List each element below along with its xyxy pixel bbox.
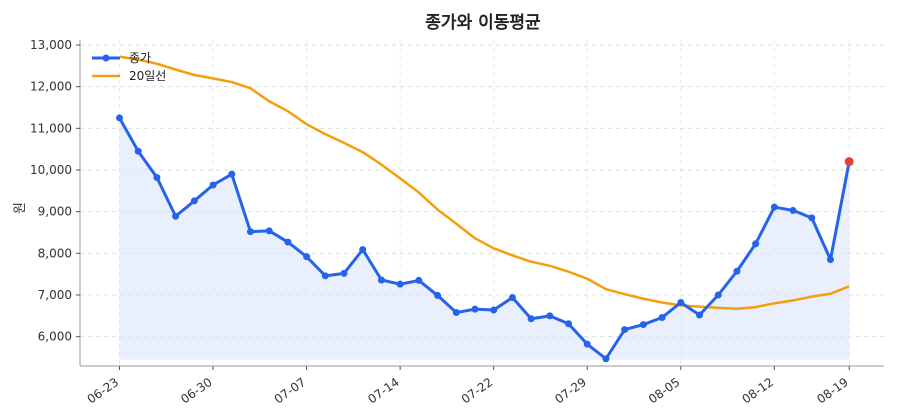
x-tick-label: 06-23 xyxy=(85,375,122,406)
last-close-point xyxy=(844,157,854,167)
series-line-close xyxy=(118,117,851,361)
close-point xyxy=(340,269,348,277)
close-point xyxy=(696,311,704,319)
close-point xyxy=(826,256,834,264)
y-axis-ticks: 6,000 7,000 8,000 9,000 10,000 11,000 12,000 13… xyxy=(30,38,80,344)
close-point xyxy=(714,291,722,299)
close-point xyxy=(396,280,404,288)
x-tick-label: 07-14 xyxy=(365,375,402,406)
close-point xyxy=(452,309,460,316)
close-point xyxy=(752,240,760,248)
legend-label-close: 종가 xyxy=(129,51,151,65)
close-point xyxy=(303,253,311,261)
plot-area xyxy=(116,55,854,363)
y-axis-label: 원 xyxy=(13,202,28,214)
x-tick-label: 07-07 xyxy=(272,375,309,406)
close-point xyxy=(190,197,198,205)
close-point xyxy=(359,246,367,254)
close-point xyxy=(172,212,180,220)
x-tick-label: 08-12 xyxy=(739,375,776,406)
close-point xyxy=(415,276,423,284)
close-point xyxy=(733,267,741,275)
legend: 종가 20일선 xyxy=(92,51,166,83)
close-area-fill xyxy=(119,117,850,360)
close-point xyxy=(377,276,385,284)
x-tick-label: 06-30 xyxy=(178,375,215,406)
close-point xyxy=(527,315,535,323)
axes xyxy=(79,40,884,367)
close-point xyxy=(565,320,573,328)
close-point xyxy=(546,312,554,320)
x-axis-ticks: 06-23 06-30 07-07 07-14 07-22 07-29 08-05 08-12… xyxy=(85,366,851,406)
series-line-ma20 xyxy=(119,55,850,310)
y-tick-label: 11,000 xyxy=(30,121,72,135)
close-point xyxy=(153,174,161,181)
close-point xyxy=(434,291,442,299)
close-point xyxy=(134,147,142,155)
close-point xyxy=(265,227,273,235)
close-point xyxy=(284,238,292,246)
close-point xyxy=(658,314,666,321)
close-point xyxy=(209,181,217,189)
y-tick-label: 12,000 xyxy=(30,80,72,94)
y-tick-label: 7,000 xyxy=(38,288,72,302)
close-point xyxy=(677,299,685,306)
close-point xyxy=(789,206,797,214)
x-tick-label: 07-29 xyxy=(552,375,589,406)
close-point xyxy=(321,272,329,280)
y-tick-label: 6,000 xyxy=(38,330,72,344)
x-tick-label: 08-19 xyxy=(814,375,851,406)
close-point xyxy=(808,214,816,222)
close-point xyxy=(639,321,647,329)
close-point xyxy=(770,203,778,211)
legend-marker-close xyxy=(102,54,110,62)
close-point xyxy=(246,228,254,236)
y-tick-label: 13,000 xyxy=(30,38,72,52)
close-point xyxy=(508,294,516,301)
legend-label-ma20: 20일선 xyxy=(129,69,166,83)
close-point xyxy=(490,306,498,314)
chart-title: 종가와 이동평균 xyxy=(425,13,541,33)
x-tick-label: 08-05 xyxy=(646,375,683,406)
close-point xyxy=(602,355,610,363)
close-point xyxy=(116,114,123,122)
close-point xyxy=(228,170,236,178)
y-tick-label: 8,000 xyxy=(38,246,72,260)
y-tick-label: 10,000 xyxy=(30,163,72,177)
close-point xyxy=(583,340,591,348)
y-tick-label: 9,000 xyxy=(38,205,72,219)
close-point xyxy=(621,326,629,334)
x-tick-label: 07-22 xyxy=(459,375,496,406)
close-point xyxy=(471,305,479,313)
